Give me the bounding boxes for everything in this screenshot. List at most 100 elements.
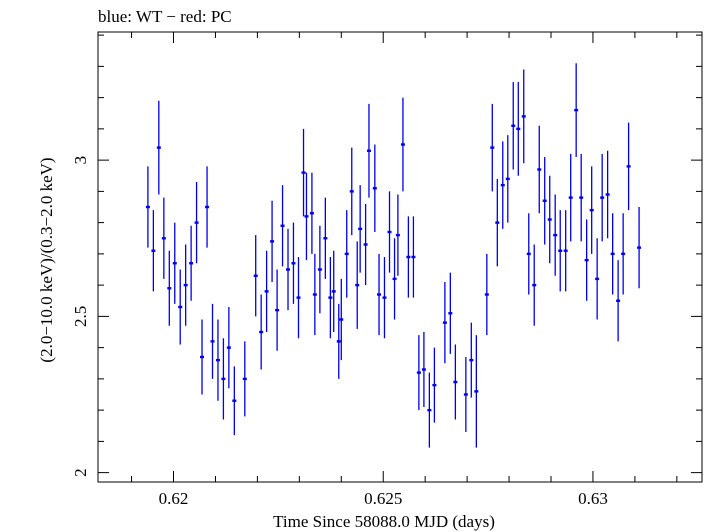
data-point bbox=[595, 238, 600, 320]
data-point bbox=[291, 222, 296, 304]
data-point bbox=[474, 335, 479, 448]
data-point bbox=[339, 278, 344, 361]
data-point bbox=[167, 250, 172, 326]
data-point bbox=[537, 125, 542, 214]
data-point bbox=[621, 213, 626, 295]
data-point bbox=[349, 147, 354, 236]
plot-frame bbox=[97, 31, 703, 483]
data-point bbox=[526, 213, 531, 295]
data-point bbox=[490, 103, 495, 192]
data-point bbox=[328, 257, 333, 339]
data-point bbox=[331, 250, 336, 332]
data-point bbox=[151, 210, 156, 292]
data-point bbox=[521, 69, 526, 164]
data-point bbox=[161, 197, 166, 279]
x-tick-label: 0.625 bbox=[364, 489, 402, 508]
data-point bbox=[259, 294, 264, 370]
x-axis-label: Time Since 58088.0 MJD (days) bbox=[273, 512, 495, 531]
data-point bbox=[275, 269, 280, 351]
data-point bbox=[355, 241, 360, 329]
data-point bbox=[505, 135, 510, 223]
data-point bbox=[427, 372, 432, 448]
y-tick-label: 2.5 bbox=[71, 306, 90, 327]
x-axis: 0.62 0.625 0.63 bbox=[131, 32, 678, 508]
data-point bbox=[500, 141, 505, 229]
data-point bbox=[366, 103, 371, 198]
data-point bbox=[242, 341, 247, 417]
data-point bbox=[183, 244, 188, 326]
data-point bbox=[574, 63, 579, 157]
data-point bbox=[304, 172, 309, 261]
data-point bbox=[495, 178, 500, 267]
data-point bbox=[312, 253, 317, 336]
data-point bbox=[416, 335, 421, 411]
data-point bbox=[484, 253, 489, 336]
data-point bbox=[392, 238, 397, 320]
data-point bbox=[442, 282, 447, 364]
data-point bbox=[387, 191, 392, 273]
data-point bbox=[226, 307, 231, 389]
chart-title: blue: WT − red: PC bbox=[98, 7, 232, 26]
data-point bbox=[511, 82, 516, 170]
data-point bbox=[448, 272, 453, 354]
data-point bbox=[286, 228, 291, 311]
data-point bbox=[372, 144, 377, 232]
data-point bbox=[253, 235, 258, 317]
data-point bbox=[301, 128, 306, 217]
data-point bbox=[178, 269, 183, 345]
data-point bbox=[280, 185, 285, 267]
data-point bbox=[411, 216, 416, 298]
y-tick-label: 2 bbox=[71, 468, 90, 477]
y-axis-label: (2.0−10.0 keV)/(0.3−2.0 keV) bbox=[37, 157, 56, 362]
data-point bbox=[382, 257, 387, 339]
data-point bbox=[584, 219, 589, 301]
data-point bbox=[336, 303, 341, 379]
data-point bbox=[453, 344, 458, 420]
data-point bbox=[377, 253, 382, 336]
data-point bbox=[600, 153, 605, 242]
data-point bbox=[532, 244, 537, 326]
data-point bbox=[172, 222, 177, 304]
data-point bbox=[516, 82, 521, 176]
data-point bbox=[547, 175, 552, 264]
data-point bbox=[200, 319, 205, 395]
y-tick-label: 3 bbox=[71, 156, 90, 165]
data-point bbox=[616, 260, 621, 342]
y-axis: 22.53 bbox=[71, 34, 702, 477]
data-point bbox=[317, 225, 322, 314]
x-tick-label: 0.63 bbox=[578, 489, 608, 508]
data-point bbox=[270, 200, 275, 282]
data-point bbox=[558, 210, 563, 292]
data-point bbox=[579, 153, 584, 242]
data-point bbox=[358, 185, 363, 273]
data-points bbox=[145, 63, 642, 448]
data-point bbox=[221, 338, 226, 420]
data-point bbox=[400, 97, 405, 192]
data-point bbox=[626, 122, 631, 211]
data-point bbox=[432, 347, 437, 423]
data-point bbox=[232, 366, 237, 436]
data-point bbox=[210, 303, 215, 379]
data-point bbox=[563, 210, 568, 292]
data-point bbox=[264, 250, 269, 332]
data-point bbox=[323, 197, 328, 279]
data-point bbox=[406, 216, 411, 298]
data-point bbox=[421, 332, 426, 407]
x-tick-label: 0.62 bbox=[159, 489, 189, 508]
data-point bbox=[589, 166, 594, 254]
data-point bbox=[296, 257, 301, 339]
data-point bbox=[568, 153, 573, 242]
data-point bbox=[215, 319, 220, 401]
data-point bbox=[156, 100, 161, 195]
data-point bbox=[542, 157, 547, 245]
data-point bbox=[463, 357, 468, 432]
data-point bbox=[344, 210, 349, 298]
data-point bbox=[469, 322, 474, 398]
data-point bbox=[189, 225, 194, 301]
data-point bbox=[395, 194, 400, 276]
data-point bbox=[194, 182, 199, 264]
data-point bbox=[553, 194, 558, 276]
data-point bbox=[145, 166, 150, 248]
data-point bbox=[605, 150, 610, 239]
